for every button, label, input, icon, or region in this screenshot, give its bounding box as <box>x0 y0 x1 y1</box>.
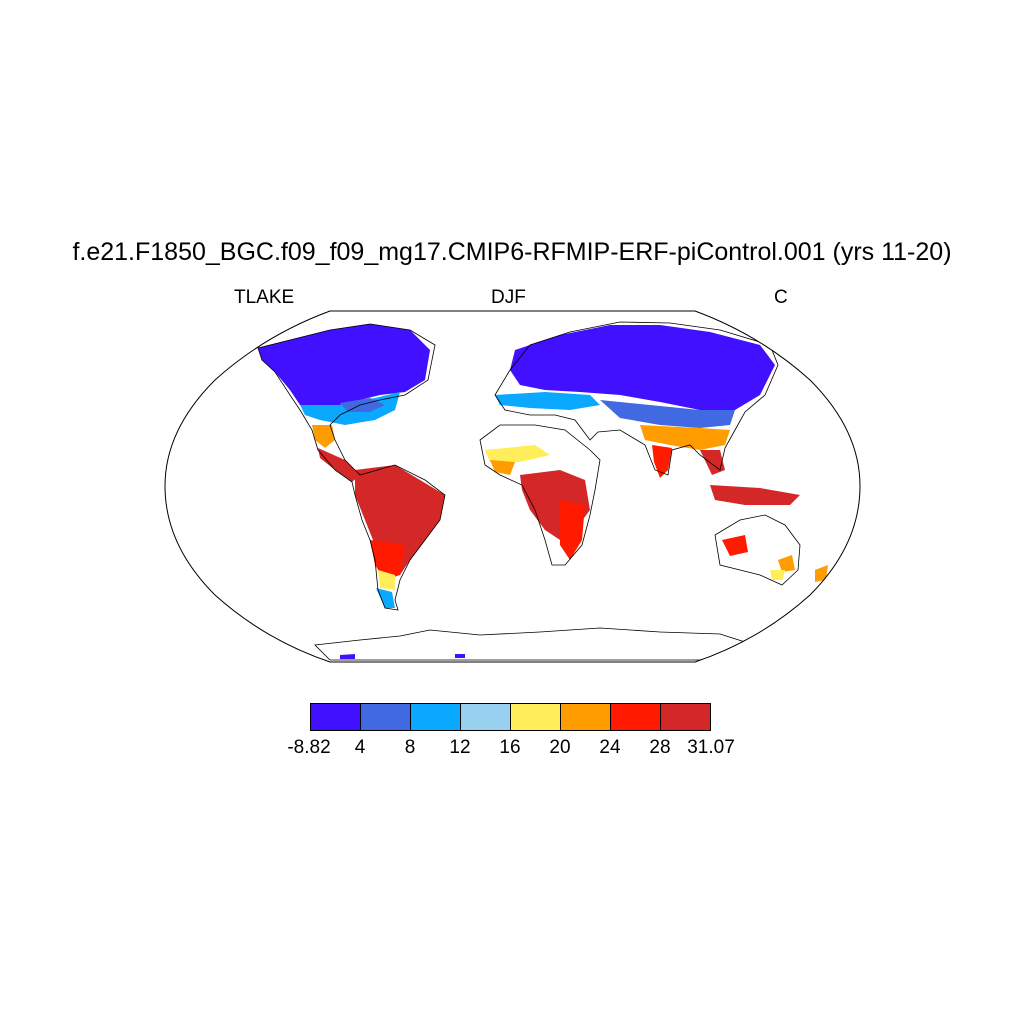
colorbar-swatch <box>660 703 711 731</box>
colorbar-swatch <box>360 703 411 731</box>
colorbar-swatch <box>560 703 611 731</box>
antarctica-coastline <box>314 627 746 661</box>
colorbar-tick-label: -8.82 <box>287 737 331 758</box>
eurasia-coastline <box>494 321 779 476</box>
colorbar-tick-label: 20 <box>549 737 571 758</box>
central-america-hot-region <box>318 448 360 482</box>
australia-hotter-region <box>722 535 748 556</box>
east-africa-hotter <box>560 500 585 560</box>
australia-southeast-warm <box>778 555 795 572</box>
europe-mild-band <box>495 392 600 410</box>
south-america-hotter-region <box>370 540 405 580</box>
southeast-asia-hottest <box>700 450 725 475</box>
south-america-warm-region <box>378 570 395 590</box>
asia-cool-band <box>600 400 735 428</box>
australia-coastline <box>714 514 801 586</box>
west-africa-warm <box>485 445 550 462</box>
colorbar-tick-label: 12 <box>449 737 471 758</box>
new-zealand-hot <box>815 565 828 582</box>
africa-coastline <box>479 424 601 566</box>
antarctica-cold-fleck-2 <box>455 654 465 658</box>
north-america-cold-region <box>258 324 430 410</box>
colorbar-tick-label: 31.07 <box>687 737 735 758</box>
australia-south-warm <box>770 570 785 580</box>
plot-title: f.e21.F1850_BGC.f09_f09_mg17.CMIP6-RFMIP… <box>72 238 952 266</box>
colorbar-swatch <box>410 703 461 731</box>
india-hotter-region <box>652 445 672 478</box>
colorbar-swatch <box>460 703 511 731</box>
colorbar-tick-label: 16 <box>499 737 521 758</box>
patagonia-mild-region <box>376 588 395 608</box>
colorbar-tick-label: 28 <box>649 737 671 758</box>
antarctica-cold-fleck <box>340 654 355 659</box>
units-label: C <box>774 287 788 308</box>
south-asia-warm-band <box>640 425 730 450</box>
eurasia-cold-region <box>510 325 775 410</box>
mexico-warm-region <box>312 425 335 448</box>
north-america-coastline <box>257 323 446 611</box>
variable-label: TLAKE <box>234 287 295 308</box>
season-label: DJF <box>491 287 526 308</box>
colorbar-tick-label: 4 <box>354 737 366 758</box>
map-border <box>164 310 861 663</box>
colorbar-swatch <box>610 703 661 731</box>
west-africa-hot <box>490 460 515 475</box>
colorbar-tick-label: 8 <box>404 737 416 758</box>
indonesia-hottest <box>710 485 800 505</box>
colorbar-swatch <box>310 703 361 731</box>
colorbar-swatch <box>510 703 561 731</box>
colorbar-tick-label: 24 <box>599 737 621 758</box>
